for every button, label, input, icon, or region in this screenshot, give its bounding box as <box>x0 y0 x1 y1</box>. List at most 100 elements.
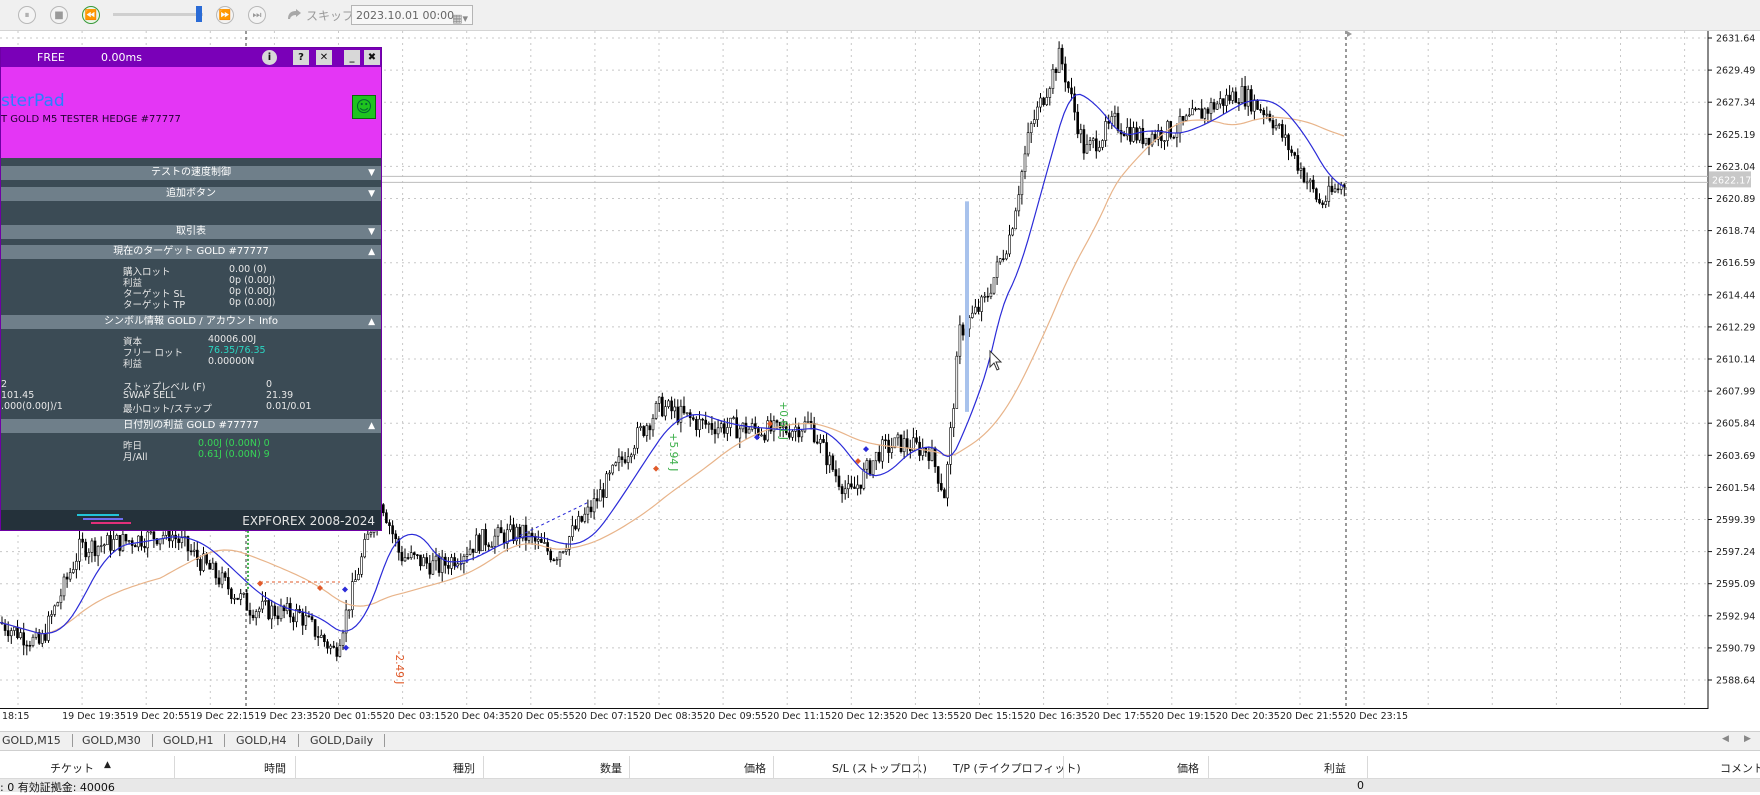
col-divider[interactable] <box>773 756 774 778</box>
candle-body <box>921 447 925 456</box>
tab-gold-m15[interactable]: GOLD,M15 <box>2 734 61 747</box>
skip-end-icon[interactable]: ⏭ <box>248 6 266 24</box>
candle-body <box>1054 68 1058 73</box>
candle-body <box>499 527 503 534</box>
col-tp[interactable]: T/P (テイクプロフィット) <box>953 762 1081 775</box>
col-divider[interactable] <box>1208 756 1209 778</box>
col-divider[interactable] <box>174 756 175 778</box>
col-comment[interactable]: コメント <box>1720 762 1760 775</box>
candle-body <box>664 406 667 417</box>
col-profit[interactable]: 利益 <box>1324 762 1346 775</box>
tab-scroll-left-icon[interactable]: ◀ <box>1722 734 1729 744</box>
candle-body <box>983 295 987 298</box>
col-divider[interactable] <box>629 756 630 778</box>
section-daily-profit[interactable]: 日付別の利益 GOLD #77777 ▲ <box>1 419 381 433</box>
stop-icon[interactable]: ■ <box>50 6 68 24</box>
trade-arrow-marker <box>653 465 659 472</box>
col-divider[interactable] <box>1367 756 1368 778</box>
candle-body <box>267 600 270 620</box>
step-forward-icon[interactable]: ⏩ <box>216 6 234 24</box>
candle-body <box>344 609 348 634</box>
candle-body <box>667 400 670 407</box>
target-label: ターゲット SL <box>123 289 185 300</box>
panel-titlebar[interactable]: FREE 0.00ms i ? ✕ _ ✖ <box>1 48 381 67</box>
candle-body <box>943 489 946 499</box>
candle-body <box>369 532 373 535</box>
speed-slider-track[interactable] <box>113 13 203 16</box>
skip-button[interactable]: スキップ <box>306 9 355 23</box>
trade-table-summary-row[interactable]: : 0 有効証拠金: 40006 0 <box>0 779 1760 794</box>
candle-body <box>846 483 850 490</box>
calendar-dropdown-icon[interactable]: ▦▾ <box>452 12 468 25</box>
daily-value: 0.61J (0.00N) 9 <box>198 449 270 460</box>
tab-scroll-right-icon[interactable]: ▶ <box>1744 734 1751 744</box>
close-icon[interactable]: ✖ <box>364 50 380 65</box>
col-divider[interactable] <box>1063 756 1064 778</box>
rewind-icon[interactable]: ⏪ <box>82 6 100 24</box>
candle-body <box>1147 137 1151 146</box>
section-extra-buttons[interactable]: 追加ボタン ▼ <box>1 187 381 201</box>
candle-body <box>561 551 565 553</box>
speed-slider-thumb[interactable] <box>196 6 202 22</box>
candle-body <box>639 426 642 429</box>
candle-body <box>62 576 66 597</box>
tab-gold-daily[interactable]: GOLD,Daily <box>310 734 374 747</box>
col-divider[interactable] <box>295 756 296 778</box>
candle-body <box>722 423 726 434</box>
chevron-up-icon: ▲ <box>368 317 375 327</box>
candle-body <box>905 438 909 449</box>
chevron-up-icon: ▲ <box>368 421 375 431</box>
skip-to-date-input[interactable]: 2023.10.01 00:00 ▦▾ <box>351 5 473 25</box>
current-price-label: 2622.17 <box>1712 175 1751 186</box>
candle-body <box>1200 108 1203 119</box>
col-divider[interactable] <box>918 756 919 778</box>
account-label: 利益 <box>123 359 143 370</box>
help-icon[interactable]: ? <box>293 50 309 65</box>
testerpad-panel[interactable]: FREE 0.00ms i ? ✕ _ ✖ sterPad T GOLD M5 … <box>0 47 382 531</box>
candle-body <box>1051 68 1055 89</box>
candle-body <box>555 559 559 562</box>
col-divider[interactable] <box>483 756 484 778</box>
candle-body <box>1231 91 1234 101</box>
candle-body <box>602 489 605 498</box>
candle-body <box>877 451 881 462</box>
section-trade-table[interactable]: 取引表 ▼ <box>1 225 381 239</box>
col-ticket[interactable]: チケット <box>50 762 94 775</box>
col-volume[interactable]: 数量 <box>600 762 622 775</box>
candle-body <box>388 522 391 526</box>
section-current-target[interactable]: 現在のターゲット GOLD #77777 ▲ <box>1 245 381 259</box>
tab-gold-m30[interactable]: GOLD,M30 <box>82 734 141 747</box>
candle-body <box>815 441 819 444</box>
candle-body <box>341 632 345 646</box>
col-time[interactable]: 時間 <box>264 762 286 775</box>
candle-body <box>1126 126 1129 137</box>
candle-body <box>803 421 807 432</box>
candle-body <box>955 355 959 409</box>
col-current-price[interactable]: 価格 <box>1177 762 1199 775</box>
tab-gold-h4[interactable]: GOLD,H4 <box>236 734 287 747</box>
tab-gold-h1[interactable]: GOLD,H1 <box>163 734 214 747</box>
trade-arrow-marker <box>767 420 773 427</box>
candle-body <box>738 428 742 439</box>
info-icon[interactable]: i <box>262 50 277 65</box>
candle-body <box>431 560 435 575</box>
candle-body <box>304 615 308 626</box>
price-tick-label: 2592.94 <box>1716 611 1755 622</box>
minimize-icon[interactable]: _ <box>344 50 360 65</box>
section-test-control[interactable]: テストの速度制御 ▼ <box>1 166 381 180</box>
candle-body <box>16 626 19 639</box>
candle-body <box>763 434 766 441</box>
col-price[interactable]: 価格 <box>744 762 766 775</box>
trade-arrow-marker <box>855 458 861 465</box>
candle-body <box>288 603 292 618</box>
col-type[interactable]: 種別 <box>453 762 475 775</box>
candle-body <box>512 524 515 542</box>
tools-icon[interactable]: ✕ <box>316 50 332 65</box>
candle-body <box>540 538 543 543</box>
col-sl[interactable]: S/L (ストップロス) <box>832 762 927 775</box>
candle-body <box>400 552 404 562</box>
candle-body <box>778 422 782 428</box>
pause-icon[interactable]: ⏸ <box>18 6 36 24</box>
smiley-icon[interactable]: ☺ <box>352 95 376 119</box>
section-symbol-info[interactable]: シンボル情報 GOLD / アカウント Info ▲ <box>1 315 381 329</box>
